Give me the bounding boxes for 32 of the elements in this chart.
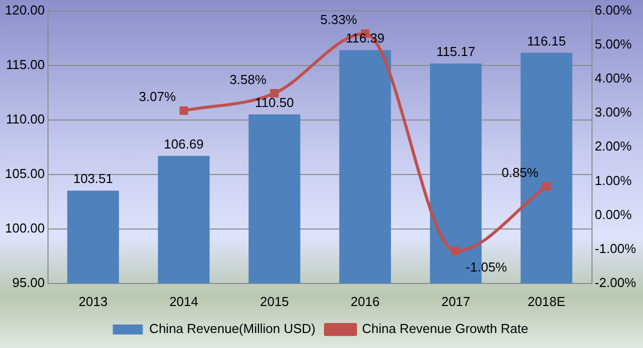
data-label: 116.15	[527, 33, 566, 48]
x-tick-label: 2017	[441, 294, 470, 309]
data-label: 110.50	[255, 94, 294, 110]
y2-tick-label: 5.00%	[594, 36, 632, 52]
y-tick-label: 100.00	[4, 220, 45, 236]
data-label: 103.51	[73, 171, 113, 186]
y-tick-label: 95.00	[12, 274, 45, 290]
data-label: 3.58%	[230, 72, 267, 87]
x-tick-label: 2016	[350, 294, 380, 309]
legend-label: China Revenue(Million USD)	[149, 321, 316, 336]
y2-tick-label: 1.00%	[594, 172, 632, 188]
y2-tick-label: 4.00%	[594, 70, 632, 86]
y2-tick-label: -1.00%	[594, 240, 636, 256]
y2-tick-label: 2.00%	[594, 138, 632, 154]
y2-tick-label: 6.00%	[594, 2, 632, 18]
legend-label: China Revenue Growth Rate	[362, 321, 528, 336]
data-label: 5.33%	[320, 12, 358, 28]
data-label: 3.07%	[138, 89, 176, 104]
y2-tick-label: 0.00%	[594, 206, 632, 222]
y-tick-label: 115.00	[6, 56, 45, 72]
y2-tick-label: -2.00%	[594, 274, 636, 290]
y-tick-label: 110.00	[6, 111, 45, 126]
x-tick-label: 2013	[78, 294, 108, 309]
data-label: 115.17	[436, 44, 476, 60]
y2-tick-label: 3.00%	[594, 104, 632, 120]
y-tick-label: 120.00	[4, 2, 45, 18]
x-tick-label: 2015	[260, 294, 289, 309]
data-label: 106.69	[164, 136, 204, 152]
x-tick-label: 2014	[169, 294, 198, 309]
x-tick-label: 2018E	[528, 294, 566, 309]
data-label: 0.85%	[502, 164, 539, 180]
y-tick-label: 105.00	[4, 166, 45, 181]
